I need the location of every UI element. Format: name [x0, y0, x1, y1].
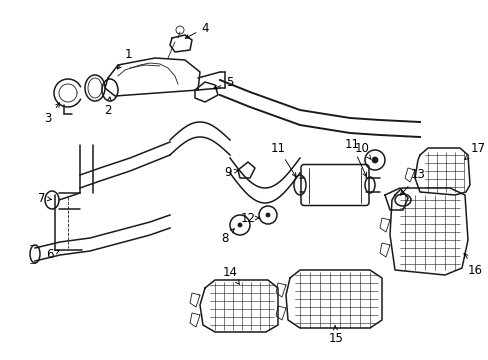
Text: 1: 1 [117, 49, 131, 69]
FancyBboxPatch shape [301, 165, 368, 206]
Text: 2: 2 [104, 97, 112, 117]
Text: 17: 17 [464, 141, 485, 159]
Text: 8: 8 [221, 229, 234, 244]
Circle shape [238, 223, 242, 227]
Text: 7: 7 [38, 192, 51, 204]
Text: 9: 9 [224, 166, 238, 179]
Text: 11: 11 [270, 141, 295, 177]
Text: 6: 6 [46, 248, 59, 261]
Text: 3: 3 [44, 103, 60, 125]
Text: 14: 14 [222, 266, 239, 284]
Circle shape [265, 213, 269, 217]
Text: 16: 16 [463, 253, 482, 276]
Text: 11: 11 [344, 139, 366, 176]
Text: 5: 5 [213, 76, 233, 89]
Text: 10: 10 [354, 141, 370, 159]
Circle shape [371, 157, 377, 163]
Text: 13: 13 [400, 168, 425, 195]
Text: 15: 15 [328, 326, 343, 345]
Text: 12: 12 [240, 211, 259, 225]
Text: 4: 4 [185, 22, 208, 38]
